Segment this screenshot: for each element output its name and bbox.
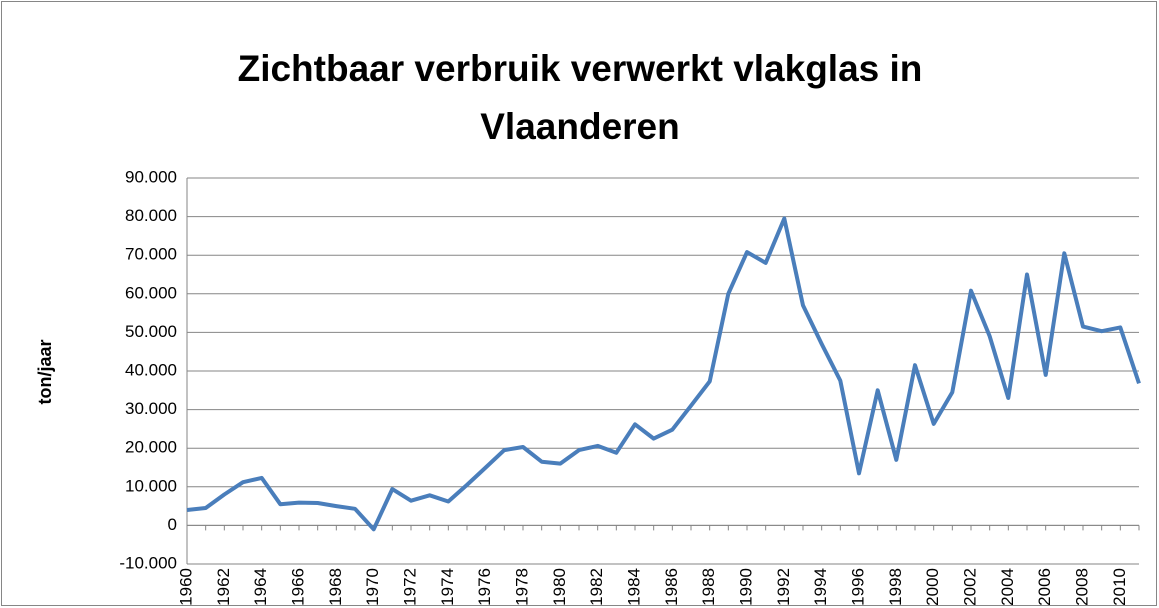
x-tick-label: 1974: [438, 568, 457, 606]
y-tick-label: 10.000: [125, 476, 177, 495]
x-tick-label: 2010: [1110, 568, 1129, 606]
y-tick-label: 90.000: [125, 167, 177, 186]
y-axis-label: ton/jaar: [35, 339, 55, 404]
x-tick-label: 1972: [400, 568, 419, 606]
y-tick-label: 70.000: [125, 245, 177, 264]
x-tick-label: 1978: [512, 568, 531, 606]
y-tick-label: 0: [168, 515, 177, 534]
x-tick-label: 1962: [214, 568, 233, 606]
x-tick-label: 2004: [998, 568, 1017, 606]
x-tick-label: 2000: [923, 568, 942, 606]
x-tick-label: 1976: [475, 568, 494, 606]
x-tick-label: 1992: [774, 568, 793, 606]
x-tick-label: 1996: [848, 568, 867, 606]
x-tick-label: 2006: [1035, 568, 1054, 606]
y-tick-label: -10.000: [119, 553, 177, 572]
x-tick-label: 2002: [960, 568, 979, 606]
data-line: [186, 216, 1141, 532]
x-tick-label: 1966: [288, 568, 307, 606]
y-tick-label: 20.000: [125, 438, 177, 457]
y-tick-label: 80.000: [125, 206, 177, 225]
y-tick-label: 60.000: [125, 283, 177, 302]
x-tick-label: 1968: [326, 568, 345, 606]
y-tick-label: 50.000: [125, 322, 177, 341]
x-tick-label: 1986: [662, 568, 681, 606]
x-tick-label: 1960: [176, 568, 195, 606]
x-tick-label: 1990: [736, 568, 755, 606]
x-tick-label: 1988: [699, 568, 718, 606]
x-tick-label: 1994: [811, 568, 830, 606]
x-tick-label: 1970: [363, 568, 382, 606]
x-tick-label: 1982: [587, 568, 606, 606]
x-tick-label: 1964: [251, 568, 270, 606]
y-tick-label: 40.000: [125, 360, 177, 379]
x-tick-label: 1984: [624, 568, 643, 606]
x-tick-label: 1998: [886, 568, 905, 606]
x-tick-label: 2008: [1072, 568, 1091, 606]
y-tick-label: 30.000: [125, 399, 177, 418]
x-tick-label: 1980: [550, 568, 569, 606]
chart-title: Zichtbaar verbruik verwerkt vlakglas in …: [237, 48, 923, 147]
